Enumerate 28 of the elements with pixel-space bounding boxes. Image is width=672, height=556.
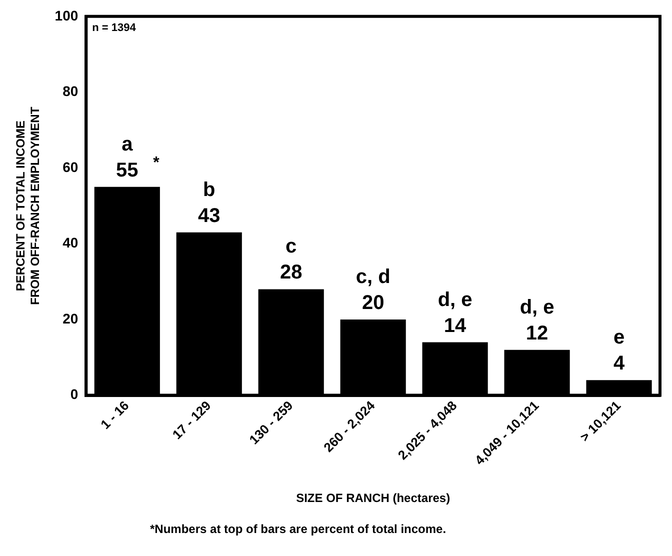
data-label: 4 — [613, 352, 626, 375]
data-label: 14 — [444, 314, 468, 337]
data-label: 28 — [280, 262, 302, 284]
annotation: a — [122, 133, 134, 156]
y-tick-label: 80 — [62, 83, 78, 100]
x-axis-title: SIZE OF RANCH (hectares) — [296, 491, 450, 506]
annotation: e — [613, 326, 625, 349]
x-tick-label: 1 - 16 — [98, 398, 132, 432]
annotation: d, e — [438, 288, 472, 311]
y-tick-label: 0 — [70, 386, 78, 402]
data-label: 12 — [526, 322, 548, 344]
annotation: * — [153, 154, 160, 172]
y-axis-title: PERCENT OF TOTAL INCOME FROM OFF-RANCH EMPLOYMENT — [14, 106, 42, 305]
annotation: d, e — [520, 296, 554, 318]
y-tick-label: 60 — [62, 158, 78, 175]
text: *Numbers at top of bars are percent of total income. — [150, 522, 446, 536]
data-label: 20 — [362, 292, 384, 314]
data-label: 55 — [116, 159, 138, 182]
x-tick-label: 130 - 259 — [246, 398, 296, 448]
annotation: c — [286, 236, 297, 258]
annotation: b — [203, 178, 216, 201]
x-tick-label: 17 - 129 — [169, 398, 214, 442]
data-label: 43 — [198, 204, 220, 227]
annotation: c, d — [356, 266, 390, 288]
y-tick-label: 20 — [62, 310, 78, 326]
y-tick-label: 100 — [54, 7, 78, 24]
y-tick-label: 40 — [62, 234, 78, 251]
annotation: n = 1394 — [92, 22, 137, 34]
